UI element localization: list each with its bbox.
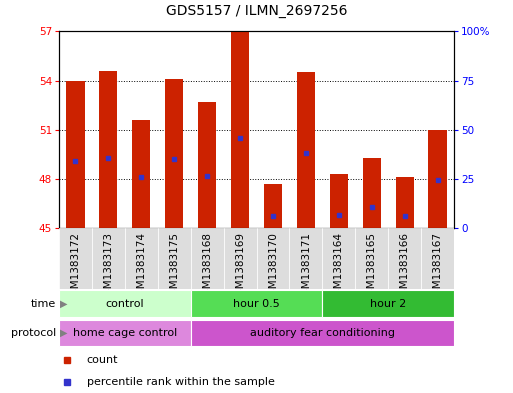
Text: hour 0.5: hour 0.5 xyxy=(233,299,280,309)
Bar xyxy=(165,79,183,228)
Text: GSM1383165: GSM1383165 xyxy=(367,232,377,302)
Bar xyxy=(125,228,158,289)
Bar xyxy=(322,290,454,317)
Bar xyxy=(297,72,315,228)
Bar xyxy=(322,228,355,289)
Bar xyxy=(256,228,289,289)
Bar xyxy=(191,228,224,289)
Text: control: control xyxy=(106,299,144,309)
Bar xyxy=(132,120,150,228)
Bar xyxy=(355,228,388,289)
Bar xyxy=(100,71,117,228)
Bar xyxy=(191,320,454,346)
Text: GSM1383173: GSM1383173 xyxy=(104,232,113,302)
Text: percentile rank within the sample: percentile rank within the sample xyxy=(87,377,274,387)
Bar xyxy=(264,184,282,228)
Bar xyxy=(66,81,85,228)
Text: home cage control: home cage control xyxy=(73,328,177,338)
Bar xyxy=(330,174,348,228)
Text: GSM1383174: GSM1383174 xyxy=(136,232,146,302)
Bar xyxy=(396,177,413,228)
Text: auditory fear conditioning: auditory fear conditioning xyxy=(250,328,395,338)
Text: GSM1383169: GSM1383169 xyxy=(235,232,245,302)
Bar xyxy=(198,102,216,228)
Text: GSM1383168: GSM1383168 xyxy=(202,232,212,302)
Bar xyxy=(92,228,125,289)
Bar xyxy=(231,31,249,228)
Text: protocol: protocol xyxy=(11,328,56,338)
Text: hour 2: hour 2 xyxy=(370,299,406,309)
Text: ▶: ▶ xyxy=(60,299,68,309)
Bar xyxy=(224,228,256,289)
Text: count: count xyxy=(87,355,118,365)
Bar xyxy=(421,228,454,289)
Text: GSM1383170: GSM1383170 xyxy=(268,232,278,302)
Text: GSM1383166: GSM1383166 xyxy=(400,232,409,302)
Text: GSM1383167: GSM1383167 xyxy=(432,232,443,302)
Text: time: time xyxy=(31,299,56,309)
Bar xyxy=(289,228,322,289)
Bar xyxy=(191,290,322,317)
Bar xyxy=(158,228,191,289)
Bar xyxy=(428,130,447,228)
Bar xyxy=(59,290,191,317)
Text: GSM1383164: GSM1383164 xyxy=(334,232,344,302)
Bar xyxy=(388,228,421,289)
Bar xyxy=(59,228,92,289)
Bar xyxy=(363,158,381,228)
Text: GDS5157 / ILMN_2697256: GDS5157 / ILMN_2697256 xyxy=(166,4,347,18)
Text: GSM1383175: GSM1383175 xyxy=(169,232,179,302)
Bar xyxy=(59,320,191,346)
Text: GSM1383172: GSM1383172 xyxy=(70,232,81,302)
Text: ▶: ▶ xyxy=(60,328,68,338)
Text: GSM1383171: GSM1383171 xyxy=(301,232,311,302)
